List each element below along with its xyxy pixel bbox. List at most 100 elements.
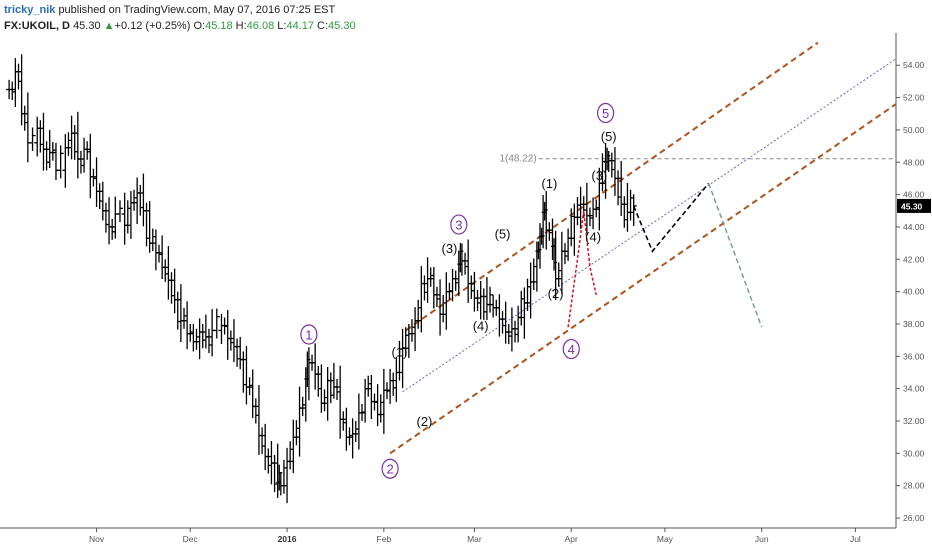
y-tick-label: 40.00 [903,287,925,297]
wave-number: 1 [305,328,312,343]
ohlc-bar [159,235,166,280]
ohlc-bar [177,284,184,343]
ohlc-bar [205,328,212,354]
ohlc-bar [390,372,397,396]
ohlc-bar [43,141,50,171]
ohlc-bar [362,378,369,423]
ohlc-bar [337,365,344,439]
ohlc-bar [518,290,525,326]
ohlc-bar [408,319,415,342]
open-value: 45.18 [205,20,233,32]
ohlc-bar [427,267,434,287]
axes: 26.00 28.00 30.00 32.00 34.00 36.00 38.00 40.00… [0,33,925,544]
last-price-label: 45.30 [901,201,923,211]
ohlc-bar [462,252,469,275]
wave-projection[interactable] [567,182,763,328]
y-tick-label: 52.00 [903,93,925,103]
projection-line [632,182,710,253]
publish-line: tricky_nik published on TradingView.com,… [4,2,356,18]
ohlc-bar [93,157,100,207]
ohlc-bar [237,336,244,370]
ohlc-bar [624,182,631,232]
ohlc-bar [184,301,191,350]
ohlc-bar [468,275,475,299]
wave-label: (3) [591,168,607,183]
ohlc-bar [137,184,144,216]
wave-label: (2) [548,286,564,301]
ohlc-bar [12,58,19,107]
price-change: +0.12 (+0.25%) [114,20,191,32]
wave-annotations[interactable]: 1 2 3 4 5 (1) (2) (3) (4) (5) (1) (2) (3) (4) (5) [300,102,617,479]
ohlc-bar [296,386,303,457]
ohlc-bar [618,160,625,216]
low-value: 44.17 [286,20,314,32]
wave-circle [450,214,468,235]
ohlc-bar [324,366,331,421]
ohlc-bar [558,231,565,295]
x-tick-label: Jun [755,534,769,544]
ohlc-bar [174,291,181,330]
ohlc-bar [315,366,322,397]
symbol-label[interactable]: FX:UKOIL, D [4,20,70,32]
ohlc-bar [74,111,81,179]
ohlc-bar [515,305,522,343]
ohlc-bar [77,150,84,174]
ohlc-bar [527,262,534,319]
ohlc-bar [146,201,153,253]
ohlc-bar [368,375,375,420]
y-tick-label: 46.00 [903,190,925,200]
y-tick-label: 38.00 [903,319,925,329]
ohlc-bar [521,287,528,339]
ohlc-bar [330,363,337,399]
ohlc-bar [505,323,512,345]
ohlc-bar [499,311,506,334]
ohlc-bar [574,197,581,226]
ohlc-bar [152,229,159,271]
ohlc-bar [571,203,578,256]
ohlc-bar [327,372,334,404]
ohlc-bar [340,411,347,431]
ohlc-bar [199,323,206,349]
ohlc-bar [477,280,484,320]
ohlc-bar [121,192,128,245]
x-tick-label: Feb [377,534,392,544]
ohlc-bar [243,345,250,405]
ohlc-bar [374,384,381,427]
ohlc-bar [530,258,537,291]
ohlc-bar [583,182,590,236]
published-text: published on TradingView.com, May 07, 20… [58,4,336,16]
close-label: C: [317,20,329,32]
x-tick-label: Dec [183,534,199,544]
ohlc-bar [449,268,456,302]
ohlc-bar [90,168,97,187]
ohlc-bar [218,313,225,345]
ohlc-bar [259,427,266,455]
y-tick-label: 50.00 [903,125,925,135]
ohlc-bar [21,105,28,131]
author-link[interactable]: tricky_nik [4,4,56,16]
ohlc-bar [352,420,359,443]
ohlc-bar [18,54,25,126]
ohlc-bar [487,286,494,313]
ohlc-bar [187,323,194,342]
ohlc-bar [71,125,78,160]
ohlc-bar [586,207,593,227]
x-tick-label: Mar [467,534,482,544]
y-tick-label: 28.00 [903,481,925,491]
fib-level[interactable]: 1(48.22) [499,154,896,165]
ohlc-bar [393,356,400,402]
ohlc-bar [312,343,319,390]
ohlc-bar [555,262,562,287]
ohlc-bar [196,318,203,360]
ohlc-bar [230,319,237,363]
trend-channel[interactable] [389,41,897,455]
channel-lower-line [389,103,897,455]
wave-label: (5) [495,226,511,241]
ohlc-bar [62,134,69,188]
ohlc-bar [480,288,487,320]
ohlc-bar [412,307,419,352]
wave-circle [596,102,615,124]
ohlc-bar [265,448,272,474]
ohlc-bar [252,398,259,424]
